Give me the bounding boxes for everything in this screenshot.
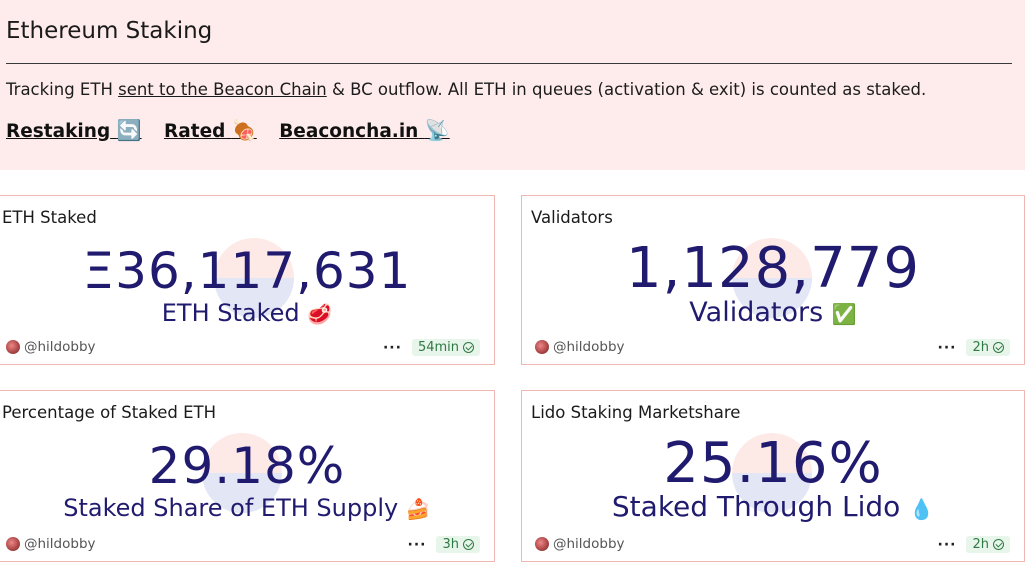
check-circle-icon (993, 539, 1004, 550)
card-background-decoration (732, 238, 812, 318)
freshness-badge[interactable]: 2h (966, 339, 1010, 356)
metric-value: 29.18% (148, 437, 346, 495)
steak-icon: 🥩 (307, 302, 333, 326)
avatar (6, 340, 20, 354)
page-title: Ethereum Staking (6, 18, 213, 44)
droplet-icon: 💧 (909, 497, 935, 521)
rated-link[interactable]: Rated 🍖 (164, 118, 257, 142)
beaconchain-link-label: Beaconcha.in (279, 121, 419, 142)
card-percentage-staked[interactable]: Percentage of Staked ETH 29.18% Staked S… (0, 390, 495, 562)
description-prefix: Tracking ETH (6, 80, 119, 99)
avatar (6, 537, 20, 551)
card-title: Lido Staking Marketshare (531, 403, 741, 422)
card-background-decoration (214, 238, 294, 318)
card-validators[interactable]: Validators 1,128,779 Validators ✅ @hildo… (521, 195, 1025, 365)
metric-subtitle-text: ETH Staked (161, 299, 300, 327)
page-description: Tracking ETH sent to the Beacon Chain & … (6, 80, 926, 99)
metric-subtitle-text: Staked Share of ETH Supply (63, 494, 399, 522)
check-mark-icon: ✅ (831, 302, 857, 326)
card-background-decoration (732, 433, 812, 513)
cake-icon: 🍰 (405, 497, 431, 521)
avatar (535, 340, 549, 354)
metric-value: 1,128,779 (625, 236, 920, 301)
avatar (535, 537, 549, 551)
freshness-age: 3h (442, 537, 459, 552)
author-name: @hildobby (24, 536, 96, 552)
divider (6, 63, 1012, 64)
metric-subtitle-text: Staked Through Lido (611, 490, 901, 523)
check-circle-icon (993, 342, 1004, 353)
author-name: @hildobby (553, 339, 625, 355)
metric-value: Ξ36,117,631 (82, 242, 412, 300)
meat-icon: 🍖 (231, 118, 257, 142)
card-lido-marketshare[interactable]: Lido Staking Marketshare 25.16% Staked T… (521, 390, 1025, 562)
freshness-badge[interactable]: 54min (411, 339, 480, 356)
card-eth-staked[interactable]: ETH Staked Ξ36,117,631 ETH Staked 🥩 @hil… (0, 195, 495, 365)
author[interactable]: @hildobby (6, 339, 96, 355)
metric-subtitle-text: Validators (689, 297, 824, 328)
freshness-badge[interactable]: 3h (436, 536, 480, 553)
card-background-decoration (202, 433, 282, 513)
refresh-icon: 🔄 (116, 118, 142, 142)
page-header: Ethereum Staking Tracking ETH sent to th… (0, 0, 1025, 170)
restaking-link[interactable]: Restaking 🔄 (6, 118, 142, 142)
ellipsis-icon[interactable]: ··· (937, 536, 957, 553)
restaking-link-label: Restaking (6, 121, 111, 142)
ellipsis-icon[interactable]: ··· (382, 339, 402, 356)
check-circle-icon (463, 539, 474, 550)
metric-value: 25.16% (663, 431, 883, 496)
author[interactable]: @hildobby (6, 536, 96, 552)
rated-link-label: Rated (164, 121, 226, 142)
card-meta: ··· 3h (408, 536, 480, 553)
beaconchain-link[interactable]: Beaconcha.in 📡 (279, 118, 450, 142)
freshness-age: 54min (417, 340, 459, 355)
author-name: @hildobby (24, 339, 96, 355)
card-title: Percentage of Staked ETH (2, 403, 217, 422)
card-meta: ··· 54min (383, 339, 480, 356)
ellipsis-icon[interactable]: ··· (937, 339, 957, 356)
satellite-icon: 📡 (424, 118, 450, 142)
author-name: @hildobby (553, 536, 625, 552)
ellipsis-icon[interactable]: ··· (407, 536, 427, 553)
card-title: ETH Staked (2, 208, 97, 227)
check-circle-icon (463, 342, 474, 353)
card-meta: ··· 2h (938, 339, 1010, 356)
freshness-age: 2h (972, 537, 989, 552)
metric-subtitle: Validators ✅ (522, 297, 1024, 328)
card-meta: ··· 2h (938, 536, 1010, 553)
external-links: Restaking 🔄 Rated 🍖 Beaconcha.in 📡 (6, 118, 466, 142)
metric-subtitle: ETH Staked 🥩 (0, 299, 494, 327)
description-suffix: & BC outflow. All ETH in queues (activat… (326, 80, 927, 99)
card-title: Validators (531, 208, 613, 227)
author[interactable]: @hildobby (535, 536, 625, 552)
freshness-badge[interactable]: 2h (966, 536, 1010, 553)
metric-subtitle: Staked Through Lido 💧 (522, 490, 1024, 523)
beacon-chain-link[interactable]: sent to the Beacon Chain (118, 80, 327, 99)
author[interactable]: @hildobby (535, 339, 625, 355)
metric-subtitle: Staked Share of ETH Supply 🍰 (0, 494, 494, 522)
freshness-age: 2h (972, 340, 989, 355)
